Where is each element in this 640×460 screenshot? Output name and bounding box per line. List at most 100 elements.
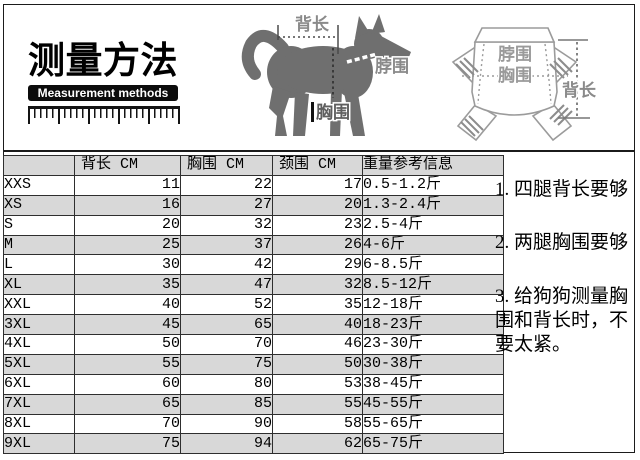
table-row: XS 16 27 20 1.3-2.4斤 [3, 194, 504, 216]
size-cell: 7XL [3, 393, 75, 415]
value-cell: 55-65斤 [362, 413, 504, 435]
value-cell: 20 [74, 214, 181, 236]
value-cell: 50 [272, 353, 363, 375]
value-cell: 70 [74, 413, 181, 435]
table-row: M 25 37 26 4-6斤 [3, 234, 504, 256]
table-row: 4XL 50 70 46 23-30斤 [3, 334, 504, 355]
section-divider [3, 150, 635, 152]
value-cell: 12-18斤 [362, 294, 504, 316]
size-cell: 8XL [3, 413, 75, 435]
value-cell: 40 [272, 314, 363, 336]
page-subtitle: Measurement methods [37, 86, 169, 100]
value-cell: 35 [74, 274, 181, 296]
table-row: XXS 11 22 17 0.5-1.2斤 [3, 174, 504, 196]
value-cell: 2.5-4斤 [362, 214, 504, 236]
value-cell: 65 [180, 314, 273, 336]
size-cell: XXS [3, 174, 75, 196]
table-row: S 20 32 23 2.5-4斤 [3, 214, 504, 236]
value-cell: 0.5-1.2斤 [362, 174, 504, 196]
garment-collar [473, 27, 556, 43]
value-cell: 62 [272, 433, 363, 455]
value-cell: 27 [180, 194, 273, 216]
value-cell: 55 [74, 353, 181, 375]
garment-body [471, 41, 558, 116]
size-cell: XS [3, 194, 75, 216]
value-cell: 58 [272, 413, 363, 435]
value-cell: 11 [74, 174, 181, 196]
value-cell: 38-45斤 [362, 373, 504, 395]
value-cell: 55 [272, 393, 363, 415]
value-cell: 94 [180, 433, 273, 455]
value-cell: 6-8.5斤 [362, 254, 504, 276]
table-row: 3XL 45 65 40 18-23斤 [3, 314, 504, 336]
value-cell: 30-38斤 [362, 353, 504, 375]
value-cell: 65-75斤 [362, 433, 504, 455]
value-cell: 65 [74, 393, 181, 415]
size-cell: S [3, 214, 75, 236]
size-cell: XL [3, 274, 75, 296]
measurement-notes: 1. 四腿背长要够 2. 两腿胸围要够 3. 给狗狗测量胸围和背长时，不要太紧。 [495, 156, 637, 357]
collar-dashed-line [346, 52, 378, 64]
value-cell: 50 [74, 334, 181, 355]
dog-tail [241, 30, 289, 80]
size-cell: M [3, 234, 75, 256]
size-cell: 5XL [3, 353, 75, 375]
value-cell: 60 [74, 373, 181, 395]
value-cell: 46 [272, 334, 363, 355]
dog-neck-girth-label: 脖围 [375, 56, 409, 76]
value-cell: 16 [74, 194, 181, 216]
page-title: 测量方法 [28, 40, 178, 81]
column-header: 重量参考信息 [362, 155, 504, 176]
value-cell: 85 [180, 393, 273, 415]
table-row: 8XL 70 90 58 55-65斤 [3, 413, 504, 435]
value-cell: 23 [272, 214, 363, 236]
value-cell: 52 [180, 294, 273, 316]
value-cell: 75 [180, 353, 273, 375]
garment-back-length-label: 背长 [562, 80, 597, 100]
size-cell: 9XL [3, 433, 75, 455]
value-cell: 18-23斤 [362, 314, 504, 336]
value-cell: 26 [272, 234, 363, 256]
value-cell: 4-6斤 [362, 234, 504, 256]
value-cell: 29 [272, 254, 363, 276]
dog-ear-icon [371, 14, 385, 34]
value-cell: 42 [180, 254, 273, 276]
garment-outline [451, 27, 578, 142]
value-cell: 32 [180, 214, 273, 236]
value-cell: 1.3-2.4斤 [362, 194, 504, 216]
value-cell: 20 [272, 194, 363, 216]
column-header: 胸围 CM [180, 155, 273, 176]
value-cell: 25 [74, 234, 181, 256]
table-row: L 30 42 29 6-8.5斤 [3, 254, 504, 276]
table-row: XXL 40 52 35 12-18斤 [3, 294, 504, 316]
garment-neck-girth-label: 脖围 [498, 44, 532, 64]
value-cell: 75 [74, 433, 181, 455]
logo-block: 测量方法 Measurement methods [28, 42, 184, 125]
size-cell: XXL [3, 294, 75, 316]
value-cell: 80 [180, 373, 273, 395]
garment-measurement-diagram: 脖围 胸围 背长 [451, 27, 598, 142]
seam-dotted-lines [462, 43, 568, 105]
value-cell: 90 [180, 413, 273, 435]
garment-chest-girth-label: 胸围 [498, 65, 532, 85]
column-header [3, 155, 75, 176]
value-cell: 53 [272, 373, 363, 395]
value-cell: 32 [272, 274, 363, 296]
dog-ear-icon [355, 16, 369, 38]
table-row: 9XL 75 94 62 65-75斤 [3, 433, 504, 455]
title-subtitle-bar: Measurement methods [28, 85, 178, 101]
size-cell: 6XL [3, 373, 75, 395]
value-cell: 23-30斤 [362, 334, 504, 355]
value-cell: 8.5-12斤 [362, 274, 504, 296]
column-header: 背长 CM [74, 155, 181, 176]
note-item-2: 2. 两腿胸围要够 [495, 232, 629, 253]
table-row: 7XL 65 85 55 45-55斤 [3, 393, 504, 415]
value-cell: 17 [272, 174, 363, 196]
dog-back-length-label: 背长 [295, 14, 330, 34]
note-item-1: 1. 四腿背长要够 [495, 179, 629, 200]
value-cell: 40 [74, 294, 181, 316]
dog-measurement-diagram: 背长 脖围 胸围 [241, 14, 411, 136]
value-cell: 37 [180, 234, 273, 256]
table-row: 5XL 55 75 50 30-38斤 [3, 353, 504, 375]
